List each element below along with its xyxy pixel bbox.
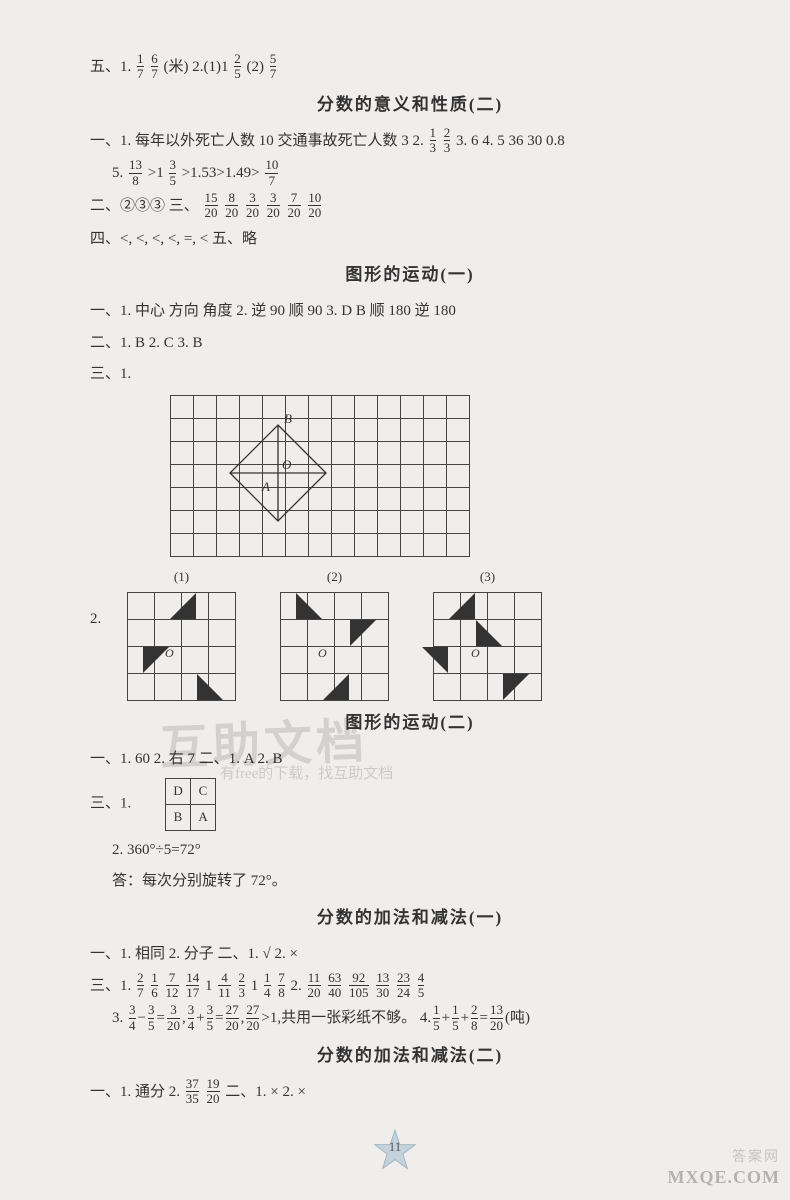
frac: 17	[137, 52, 144, 82]
text: 五、1.	[90, 59, 131, 75]
header-add-sub-2: 分数的加法和减法(二)	[90, 1040, 730, 1072]
sec2-l4: 四、<, <, <, <, =, < 五、略	[90, 225, 730, 254]
header-shapes-1: 图形的运动(一)	[90, 259, 730, 291]
corner-brand-2: MXQE.COM	[668, 1160, 780, 1194]
sec2-l3: 二、②③③ 三、 1520 820 320 320 720 1020	[90, 192, 730, 222]
dc-ba-table: DC BA	[165, 778, 216, 830]
sec2-l2: 5. 138 >1 35 >1.53>1.49> 107	[90, 159, 730, 189]
sec5-l2: 三、1. 27 16 712 1417 1 411 23 1 14 78 2. …	[90, 972, 730, 1002]
sec4-l2: 三、1. DC BA	[90, 776, 730, 832]
page: 五、1. 17 67 (米) 2.(1)1 25 (2) 57 分数的意义和性质…	[0, 0, 790, 1200]
page-number: 11	[389, 1135, 402, 1160]
frac: 57	[270, 52, 277, 82]
grid-figure-1: B O A	[130, 395, 730, 557]
sec2-l1: 一、1. 每年以外死亡人数 10 交通事故死亡人数 3 2. 13 23 3. …	[90, 127, 730, 157]
frac: 67	[151, 52, 158, 82]
sq-row: 2. (1)O(2)O(3)O	[90, 565, 730, 701]
sec3-l2: 二、1. B 2. C 3. B	[90, 329, 730, 358]
frac: 25	[234, 52, 241, 82]
square-figure: (1)O	[115, 565, 248, 701]
header-fractions-2: 分数的意义和性质(二)	[90, 89, 730, 121]
sec5-l1: 一、1. 相同 2. 分子 二、1. √ 2. ×	[90, 940, 730, 969]
header-add-sub-1: 分数的加法和减法(一)	[90, 902, 730, 934]
header-shapes-2: 图形的运动(二)	[90, 707, 730, 739]
square-figure: (3)O	[421, 565, 554, 701]
sec3-l3: 三、1.	[90, 360, 730, 389]
sec3-l1: 一、1. 中心 方向 角度 2. 逆 90 顺 90 3. D B 顺 180 …	[90, 297, 730, 326]
sec6-l1: 一、1. 通分 2. 3735 1920 二、1. × 2. ×	[90, 1078, 730, 1108]
sec4-l1: 一、1. 60 2. 右 7 二、1. A 2. B	[90, 745, 730, 774]
sec5-l3: 3. 34−35=320,34+35=2720,2720>1,共用一张彩纸不够。…	[90, 1004, 730, 1034]
sec1-line1: 五、1. 17 67 (米) 2.(1)1 25 (2) 57	[90, 53, 730, 83]
sec4-l3: 2. 360°÷5=72°	[90, 836, 730, 865]
square-figure: (2)O	[268, 565, 401, 701]
sec4-l4: 答：每次分别旋转了 72°。	[90, 867, 730, 896]
